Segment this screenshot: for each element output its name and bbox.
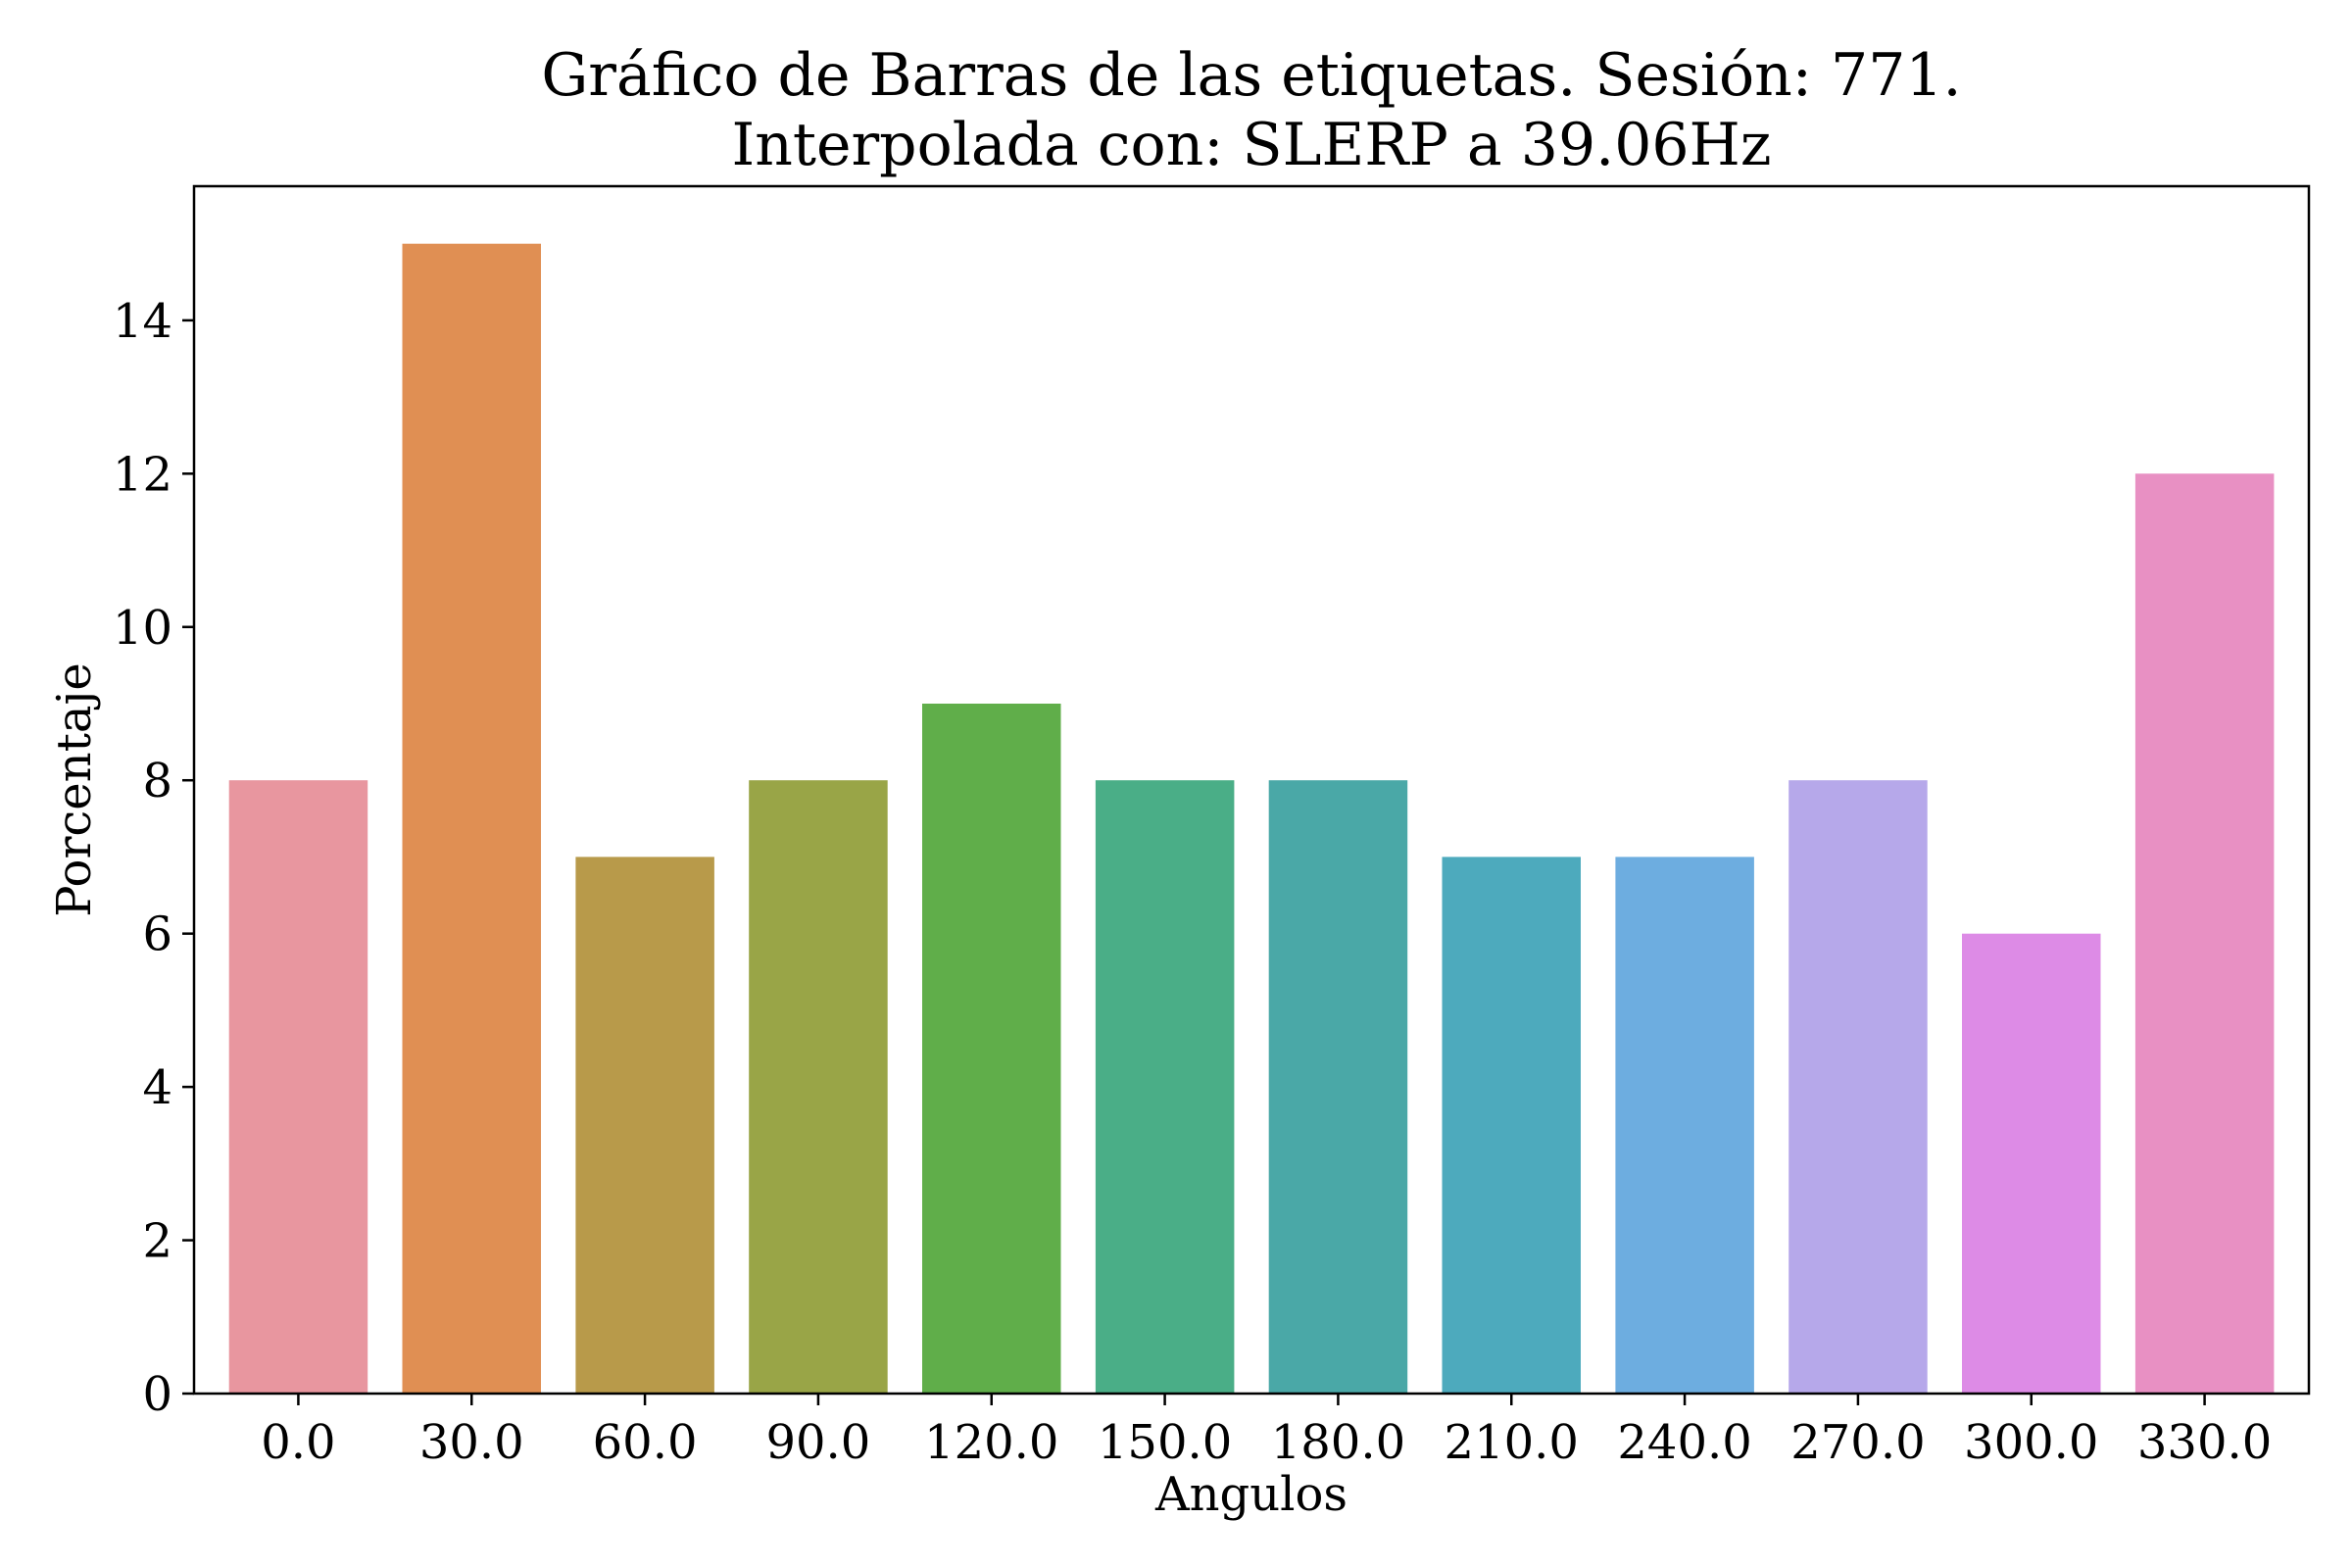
y-tick-label: 0 [142,1367,172,1422]
x-tick-label: 210.0 [1445,1415,1579,1470]
x-tick-label: 300.0 [1964,1415,2098,1470]
x-tick-label: 30.0 [419,1415,524,1470]
y-tick-label: 6 [142,907,172,962]
bar-60.0 [575,857,714,1394]
bar-270.0 [1788,780,1928,1394]
bar-300.0 [1962,933,2101,1394]
bar-90.0 [749,780,888,1394]
x-tick-label: 180.0 [1271,1415,1405,1470]
bar-210.0 [1442,857,1581,1394]
bar-330.0 [2134,473,2275,1394]
y-tick-label: 8 [142,754,172,808]
x-tick-label: 270.0 [1790,1415,1925,1470]
x-tick-label: 120.0 [924,1415,1058,1470]
chart-subtitle: Interpolada con: SLERP a 39.06Hz [732,111,1772,179]
x-tick-label: 60.0 [593,1415,698,1470]
x-tick-label: 0.0 [261,1415,335,1470]
y-tick-label: 2 [142,1214,172,1269]
plot-area: 0.0 30.0 60.0 90.0 120.0 150.0 180.0 210.0 240.0… [113,243,2275,1470]
y-axis-label: Porcentaje [47,662,102,917]
x-tick-label: 150.0 [1098,1415,1232,1470]
x-tick-label: 330.0 [2137,1415,2272,1470]
x-tick-label: 240.0 [1617,1415,1751,1470]
bar-30.0 [402,243,541,1395]
x-axis-label: Angulos [1154,1467,1348,1522]
chart-title: Gráfico de Barras de las etiquetas. Sesi… [541,41,1961,110]
bar-240.0 [1615,857,1754,1394]
x-tick-label: 90.0 [765,1415,870,1470]
bar-180.0 [1268,780,1408,1394]
bar-150.0 [1095,780,1235,1394]
y-tick-label: 12 [113,447,172,502]
y-tick-label: 4 [142,1060,172,1115]
bar-0.0 [228,780,368,1394]
bar-120.0 [922,704,1061,1394]
axes-frame [192,184,2311,1396]
y-tick-label: 10 [113,601,172,656]
y-tick-label: 14 [113,294,172,349]
